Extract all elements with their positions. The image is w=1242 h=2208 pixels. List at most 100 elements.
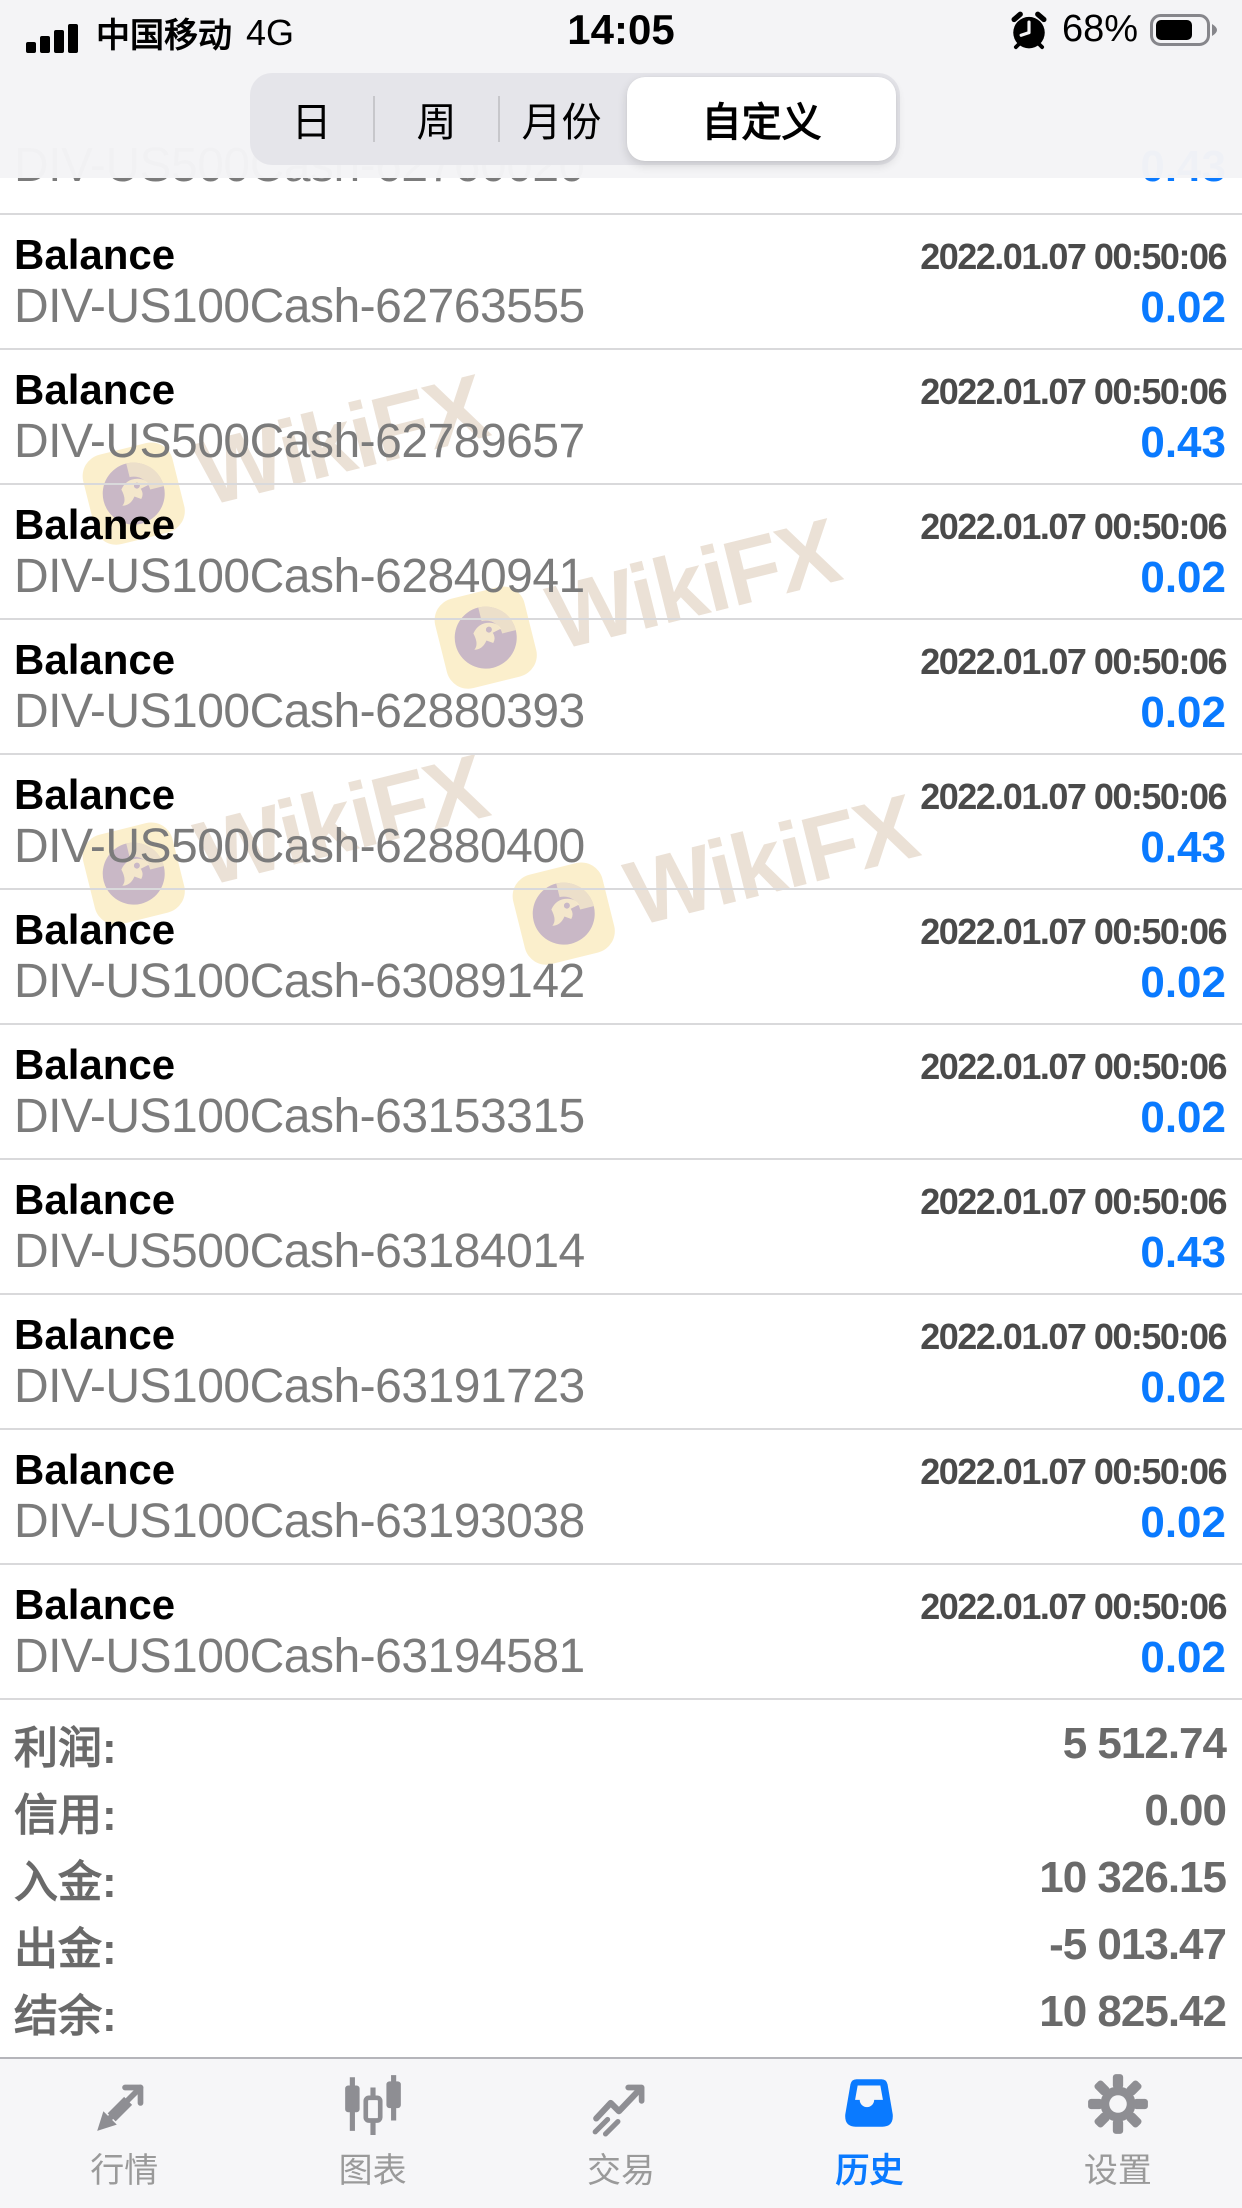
transaction-date: 2022.01.07 00:50:06 xyxy=(920,1046,1227,1087)
status-bar: 中国移动 4G 14:05 68% xyxy=(0,0,1242,55)
tab-trade[interactable]: 交易 xyxy=(497,2059,745,2208)
summary-row-profit: 利润: 5 512.74 xyxy=(0,1710,1242,1777)
transaction-value: 0.43 xyxy=(1140,418,1226,467)
transaction-type: Balance xyxy=(14,1041,176,1088)
tab-label: 行情 xyxy=(90,2152,159,2190)
summary-value: 5 512.74 xyxy=(1062,1718,1227,1768)
summary-value: 0.00 xyxy=(1144,1785,1227,1835)
transaction-symbol: DIV-US100Cash-63194581 xyxy=(14,1630,585,1683)
transaction-date: 2022.01.07 00:50:06 xyxy=(920,506,1227,547)
transaction-value: 0.02 xyxy=(1140,1093,1226,1142)
alarm-clock-icon xyxy=(1011,11,1047,49)
carrier-label: 中国移动 xyxy=(96,17,232,55)
transaction-value: 0.02 xyxy=(1140,958,1226,1007)
tab-bar: 行情 图表 交易 xyxy=(0,2057,1242,2208)
tab-label: 交易 xyxy=(587,2152,656,2190)
summary-value: 10 825.42 xyxy=(1039,1986,1227,2036)
table-row[interactable]: Balance 2022.01.07 00:50:06 DIV-US100Cas… xyxy=(0,215,1242,350)
transaction-value: 0.02 xyxy=(1140,1633,1226,1682)
battery-percent-label: 68% xyxy=(1061,8,1138,50)
transaction-type: Balance xyxy=(14,1311,176,1358)
transaction-symbol: DIV-US100Cash-63191723 xyxy=(14,1360,585,1413)
segment-month[interactable]: 月份 xyxy=(521,101,602,145)
table-row[interactable]: Balance 2022.01.07 00:50:06 DIV-US100Cas… xyxy=(0,1295,1242,1430)
table-row[interactable]: Balance 2022.01.07 00:50:06 DIV-US100Cas… xyxy=(0,890,1242,1025)
summary-row-deposit: 入金: 10 326.15 xyxy=(0,1844,1242,1911)
account-summary: 利润: 5 512.74 信用: 0.00 入金: 10 326.15 出金: … xyxy=(0,1700,1242,2045)
transaction-type: Balance xyxy=(14,906,176,953)
history-list: DIV-US500Cash-62760020 0.43 Balance 2022… xyxy=(0,80,1242,1700)
summary-row-withdrawal: 出金: -5 013.47 xyxy=(0,1911,1242,1978)
table-row[interactable]: Balance 2022.01.07 00:50:06 DIV-US100Cas… xyxy=(0,1430,1242,1565)
segment-separator xyxy=(373,96,375,142)
header: 中国移动 4G 14:05 68% xyxy=(0,0,1242,178)
transaction-symbol: DIV-US100Cash-63153315 xyxy=(14,1090,585,1143)
transaction-date: 2022.01.07 00:50:06 xyxy=(920,1316,1227,1357)
transaction-type: Balance xyxy=(14,1176,176,1223)
trend-arrows-icon xyxy=(97,2084,144,2131)
segment-day[interactable]: 日 xyxy=(291,101,332,145)
table-row[interactable]: Balance 2022.01.07 00:50:06 DIV-US100Cas… xyxy=(0,620,1242,755)
transaction-value: 0.43 xyxy=(1140,1228,1226,1277)
transaction-date: 2022.01.07 00:50:06 xyxy=(920,236,1227,277)
summary-value: -5 013.47 xyxy=(1049,1919,1227,1969)
transaction-value: 0.02 xyxy=(1140,553,1226,602)
tab-label: 图表 xyxy=(338,2152,407,2190)
table-row[interactable]: Balance 2022.01.07 00:50:06 DIV-US100Cas… xyxy=(0,1565,1242,1700)
transaction-symbol: DIV-US100Cash-62880393 xyxy=(14,685,585,738)
table-row[interactable]: Balance 2022.01.07 00:50:06 DIV-US500Cas… xyxy=(0,755,1242,890)
transaction-value: 0.02 xyxy=(1140,1363,1226,1412)
transaction-value: 0.43 xyxy=(1140,823,1226,872)
transaction-symbol: DIV-US100Cash-62840941 xyxy=(14,550,585,603)
tab-quotes[interactable]: 行情 xyxy=(0,2059,248,2208)
transaction-symbol: DIV-US500Cash-62880400 xyxy=(14,820,585,873)
transaction-symbol: DIV-US100Cash-62763555 xyxy=(14,280,585,333)
table-row[interactable]: Balance 2022.01.07 00:50:06 DIV-US100Cas… xyxy=(0,485,1242,620)
table-row[interactable]: Balance 2022.01.07 00:50:06 DIV-US100Cas… xyxy=(0,1025,1242,1160)
tab-label: 历史 xyxy=(835,2152,904,2190)
transaction-date: 2022.01.07 00:50:06 xyxy=(920,371,1227,412)
segment-separator xyxy=(498,96,500,142)
transaction-type: Balance xyxy=(14,636,176,683)
transaction-symbol: DIV-US500Cash-63184014 xyxy=(14,1225,585,1278)
transaction-type: Balance xyxy=(14,771,176,818)
summary-value: 10 326.15 xyxy=(1039,1852,1227,1902)
transaction-type: Balance xyxy=(14,1581,176,1628)
gear-icon xyxy=(1087,2074,1148,2134)
transaction-value: 0.02 xyxy=(1140,283,1226,332)
transaction-date: 2022.01.07 00:50:06 xyxy=(920,641,1227,682)
transaction-date: 2022.01.07 00:50:06 xyxy=(920,1181,1227,1222)
summary-label: 信用: xyxy=(14,1790,117,1840)
transaction-date: 2022.01.07 00:50:06 xyxy=(920,776,1227,817)
transaction-type: Balance xyxy=(14,1446,176,1493)
battery-icon xyxy=(1150,13,1217,46)
network-type-label: 4G xyxy=(246,11,295,53)
tab-history[interactable]: 历史 xyxy=(745,2059,993,2208)
segment-week[interactable]: 周 xyxy=(416,101,457,145)
status-clock: 14:05 xyxy=(567,6,675,53)
summary-label: 入金: xyxy=(14,1857,117,1907)
candlestick-chart-icon xyxy=(344,2075,401,2135)
transaction-symbol: DIV-US100Cash-63193038 xyxy=(14,1495,585,1548)
tab-charts[interactable]: 图表 xyxy=(248,2059,496,2208)
summary-label: 出金: xyxy=(14,1924,117,1974)
summary-label: 利润: xyxy=(14,1723,117,1773)
transaction-value: 0.02 xyxy=(1140,688,1226,737)
table-row[interactable]: Balance 2022.01.07 00:50:06 DIV-US500Cas… xyxy=(0,350,1242,485)
tab-label: 设置 xyxy=(1083,2152,1152,2190)
tab-settings[interactable]: 设置 xyxy=(994,2059,1242,2208)
transaction-date: 2022.01.07 00:50:06 xyxy=(920,1451,1227,1492)
transaction-type: Balance xyxy=(14,366,176,413)
transaction-type: Balance xyxy=(14,501,176,548)
transaction-symbol: DIV-US100Cash-63089142 xyxy=(14,955,585,1008)
summary-row-balance: 结余: 10 825.42 xyxy=(0,1978,1242,2045)
summary-row-credit: 信用: 0.00 xyxy=(0,1777,1242,1844)
segment-custom[interactable]: 自定义 xyxy=(627,77,896,161)
summary-label: 结余: xyxy=(14,1991,117,2041)
transaction-date: 2022.01.07 00:50:06 xyxy=(920,911,1227,952)
transaction-symbol: DIV-US500Cash-62789657 xyxy=(14,415,585,468)
period-segmented-control: 日 周 月份 自定义 xyxy=(250,73,900,165)
history-tray-icon xyxy=(845,2079,894,2127)
table-row[interactable]: Balance 2022.01.07 00:50:06 DIV-US500Cas… xyxy=(0,1160,1242,1295)
